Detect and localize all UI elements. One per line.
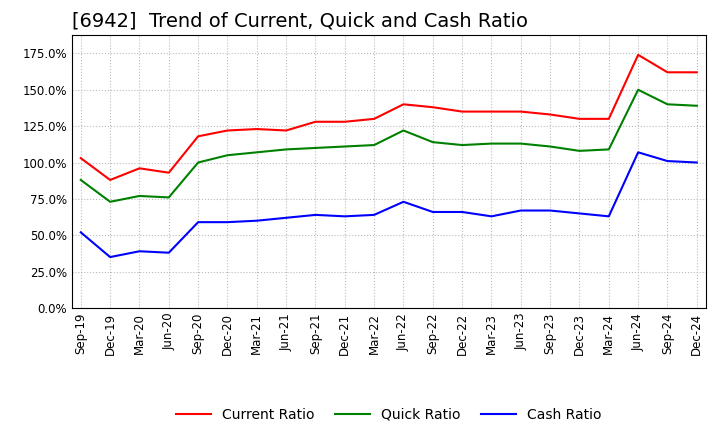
Legend: Current Ratio, Quick Ratio, Cash Ratio: Current Ratio, Quick Ratio, Cash Ratio — [171, 402, 607, 427]
Cash Ratio — [282, 215, 290, 220]
Current Ratio — [106, 177, 114, 183]
Line: Quick Ratio: Quick Ratio — [81, 90, 697, 202]
Quick Ratio — [76, 177, 85, 183]
Quick Ratio — [663, 102, 672, 107]
Cash Ratio — [487, 214, 496, 219]
Quick Ratio — [428, 139, 437, 145]
Cash Ratio — [311, 212, 320, 217]
Quick Ratio — [399, 128, 408, 133]
Current Ratio — [223, 128, 232, 133]
Text: [6942]  Trend of Current, Quick and Cash Ratio: [6942] Trend of Current, Quick and Cash … — [72, 12, 528, 31]
Current Ratio — [487, 109, 496, 114]
Quick Ratio — [487, 141, 496, 146]
Current Ratio — [164, 170, 173, 175]
Cash Ratio — [458, 209, 467, 215]
Cash Ratio — [663, 158, 672, 164]
Current Ratio — [311, 119, 320, 125]
Current Ratio — [693, 70, 701, 75]
Quick Ratio — [106, 199, 114, 205]
Quick Ratio — [370, 143, 379, 148]
Cash Ratio — [194, 220, 202, 225]
Quick Ratio — [546, 144, 554, 149]
Line: Cash Ratio: Cash Ratio — [81, 152, 697, 257]
Current Ratio — [575, 116, 584, 121]
Current Ratio — [194, 134, 202, 139]
Current Ratio — [282, 128, 290, 133]
Current Ratio — [341, 119, 349, 125]
Current Ratio — [516, 109, 525, 114]
Cash Ratio — [516, 208, 525, 213]
Cash Ratio — [253, 218, 261, 224]
Quick Ratio — [634, 87, 642, 92]
Current Ratio — [634, 52, 642, 58]
Quick Ratio — [164, 195, 173, 200]
Current Ratio — [253, 126, 261, 132]
Quick Ratio — [575, 148, 584, 154]
Cash Ratio — [164, 250, 173, 255]
Quick Ratio — [311, 145, 320, 150]
Current Ratio — [605, 116, 613, 121]
Line: Current Ratio: Current Ratio — [81, 55, 697, 180]
Current Ratio — [76, 155, 85, 161]
Cash Ratio — [605, 214, 613, 219]
Cash Ratio — [693, 160, 701, 165]
Current Ratio — [135, 166, 144, 171]
Quick Ratio — [223, 153, 232, 158]
Current Ratio — [458, 109, 467, 114]
Quick Ratio — [693, 103, 701, 108]
Cash Ratio — [106, 254, 114, 260]
Cash Ratio — [370, 212, 379, 217]
Current Ratio — [546, 112, 554, 117]
Cash Ratio — [634, 150, 642, 155]
Cash Ratio — [223, 220, 232, 225]
Cash Ratio — [135, 249, 144, 254]
Quick Ratio — [282, 147, 290, 152]
Quick Ratio — [194, 160, 202, 165]
Quick Ratio — [605, 147, 613, 152]
Cash Ratio — [575, 211, 584, 216]
Quick Ratio — [458, 143, 467, 148]
Cash Ratio — [399, 199, 408, 205]
Quick Ratio — [516, 141, 525, 146]
Quick Ratio — [135, 193, 144, 198]
Cash Ratio — [76, 230, 85, 235]
Cash Ratio — [341, 214, 349, 219]
Quick Ratio — [253, 150, 261, 155]
Current Ratio — [399, 102, 408, 107]
Current Ratio — [663, 70, 672, 75]
Cash Ratio — [546, 208, 554, 213]
Cash Ratio — [428, 209, 437, 215]
Quick Ratio — [341, 144, 349, 149]
Current Ratio — [428, 105, 437, 110]
Current Ratio — [370, 116, 379, 121]
